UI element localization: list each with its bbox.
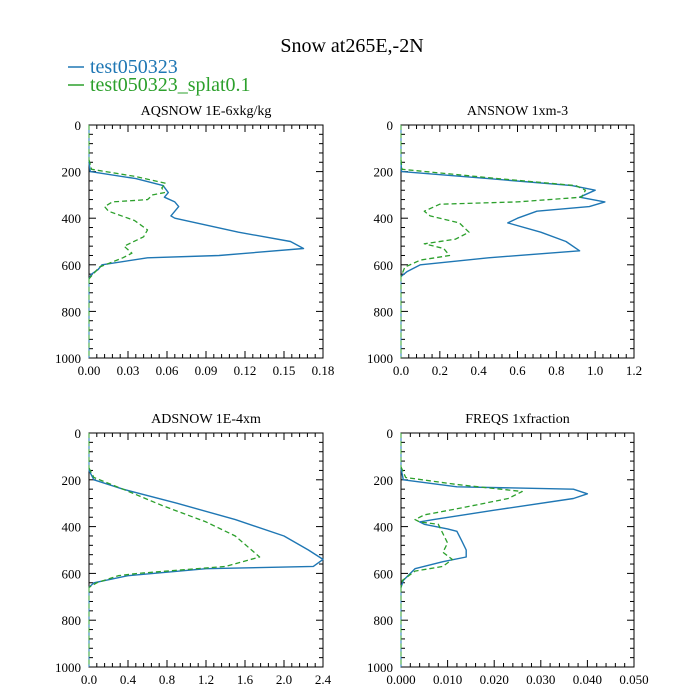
panel-2: ANSNOW 1xm-3 0.0 0.2 0.4 0.6 0.8 1.0 1.2 0 200 400… (367, 104, 642, 378)
series-line-test050323_splat0.1 (400, 466, 523, 588)
y-tick-label: 1000 (367, 351, 393, 366)
x-tick-label: 0.18 (312, 363, 335, 378)
x-tick-label: 0.15 (273, 363, 296, 378)
legend-label-test050323-splat0.1: test050323_splat0.1 (90, 74, 251, 96)
series-line-test050323_splat0.1 (400, 159, 587, 277)
x-tick-label: 0.00 (78, 363, 101, 378)
y-tick-label: 600 (62, 258, 82, 273)
plot-frame (400, 124, 635, 359)
y-tick-label: 400 (62, 520, 82, 535)
x-tick-label: 0.09 (195, 363, 218, 378)
y-tick-label: 1000 (55, 351, 81, 366)
y-tick-label: 1000 (367, 660, 393, 675)
x-tick-label: 0.050 (619, 672, 648, 687)
x-tick-label: 0.06 (156, 363, 179, 378)
y-tick-label: 0 (387, 426, 394, 441)
series-line-test050323_splat0.1 (88, 159, 167, 280)
x-tick-label: 1.0 (587, 363, 603, 378)
panel-title: FREQS 1xfraction (465, 412, 570, 427)
plot-frame (88, 432, 324, 668)
x-tick-label: 0.4 (120, 672, 137, 687)
panel-title: AQSNOW 1E-6xkg/kg (141, 104, 272, 119)
x-tick-label: 0.030 (526, 672, 555, 687)
x-tick-label: 1.2 (198, 672, 214, 687)
panel-4: FREQS 1xfraction 0.000 0.010 0.020 0.030 0.04… (367, 412, 649, 687)
legend-label-test050323: test050323 (90, 56, 178, 78)
series-line-test050323 (88, 470, 324, 588)
y-tick-label: 800 (62, 613, 82, 628)
y-tick-label: 800 (62, 304, 82, 319)
y-tick-label: 200 (374, 473, 394, 488)
x-tick-label: 0.12 (234, 363, 257, 378)
x-tick-label: 0.2 (432, 363, 448, 378)
x-tick-label: 0.0 (393, 363, 409, 378)
y-tick-label: 600 (374, 566, 394, 581)
x-tick-label: 1.6 (237, 672, 254, 687)
x-tick-label: 2.0 (276, 672, 292, 687)
y-tick-label: 0 (75, 118, 82, 133)
x-tick-label: 0.6 (509, 363, 526, 378)
y-tick-label: 1000 (55, 660, 81, 675)
panel-title: ADSNOW 1E-4xm (151, 412, 261, 427)
x-tick-label: 0.4 (471, 363, 488, 378)
x-tick-label: 0.010 (433, 672, 462, 687)
y-tick-label: 800 (374, 613, 394, 628)
plot-frame (400, 432, 635, 668)
legend-entry-test050323: test050323 (68, 56, 178, 78)
y-tick-label: 0 (387, 118, 394, 133)
y-tick-label: 600 (62, 566, 82, 581)
y-tick-label: 200 (62, 473, 82, 488)
x-tick-label: 0.000 (386, 672, 415, 687)
panel-3: ADSNOW 1E-4xm 0.0 0.4 0.8 1.2 1.6 2.0 2.4 0 200 40… (55, 412, 332, 687)
y-tick-label: 0 (75, 426, 82, 441)
y-tick-label: 600 (374, 258, 394, 273)
y-tick-label: 400 (374, 520, 394, 535)
y-tick-label: 200 (374, 165, 394, 180)
series-line-test050323 (400, 162, 606, 278)
x-tick-label: 0.03 (117, 363, 140, 378)
panel-title: ANSNOW 1xm-3 (467, 104, 568, 119)
legend-entry-test050323-splat0.1: test050323_splat0.1 (68, 74, 251, 96)
y-tick-label: 800 (374, 304, 394, 319)
x-tick-label: 2.4 (315, 672, 332, 687)
panel-1: AQSNOW 1E-6xkg/kg 0.00 0.03 0.06 0.09 0.12 0.1… (55, 104, 334, 378)
x-tick-label: 0.8 (548, 363, 564, 378)
x-tick-label: 0.040 (573, 672, 602, 687)
x-tick-label: 0.020 (480, 672, 509, 687)
y-tick-label: 400 (374, 211, 394, 226)
legend: test050323 test050323_splat0.1 (68, 56, 251, 96)
y-tick-label: 200 (62, 165, 82, 180)
y-tick-label: 400 (62, 211, 82, 226)
x-tick-label: 1.2 (626, 363, 642, 378)
figure-title: Snow at265E,-2N (280, 35, 423, 57)
series-line-test050323_splat0.1 (88, 467, 261, 588)
x-tick-label: 0.8 (159, 672, 175, 687)
series-line-test050323 (88, 162, 305, 280)
series-line-test050323 (400, 467, 589, 588)
x-tick-label: 0.0 (81, 672, 97, 687)
